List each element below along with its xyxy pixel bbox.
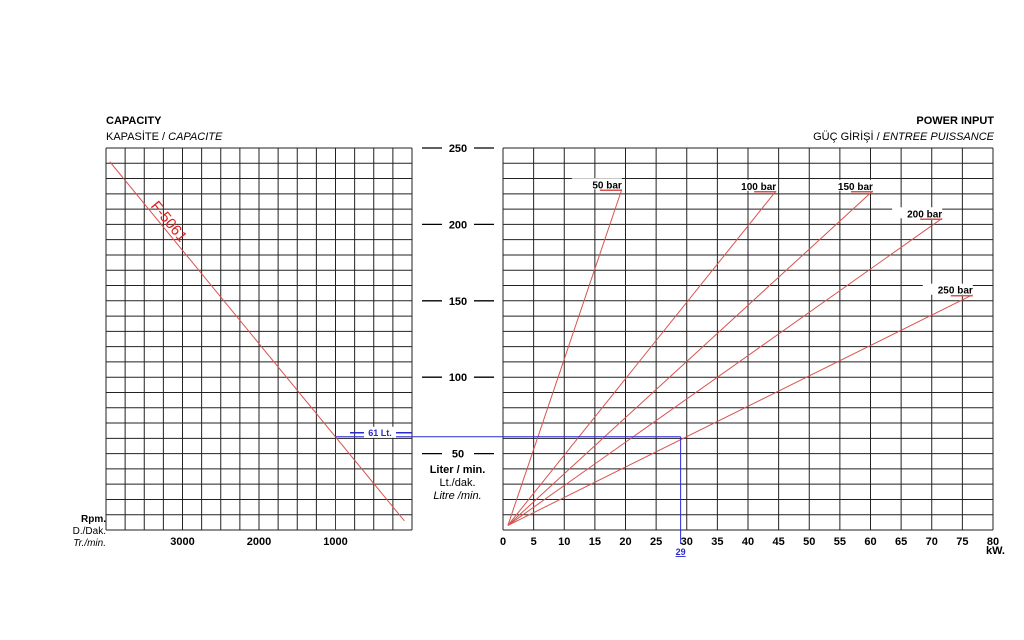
series-label-100-bar: 100 bar [741,182,776,193]
capacity-series-line [109,161,405,522]
capacity-subtitle-tr: KAPASİTE [106,131,159,143]
rpm-tick-label: 2000 [247,536,271,548]
series-label-250-bar: 250 bar [938,286,973,297]
kw-tick-label: 60 [864,536,876,548]
kw-tick-label: 50 [803,536,815,548]
y-tick-label: 50 [452,449,464,461]
rpm-axis-label: Rpm. D./Dak. Tr./min. [73,514,106,550]
y-tick-label: 250 [449,143,467,155]
power-subtitle-fr: ENTREE PUISSANCE [882,131,994,143]
power-subtitle-tr: GÜÇ GİRİŞİ [813,131,874,143]
series-label-50-bar: 50 bar [592,180,622,191]
power-series-line [507,294,974,526]
kw-axis-label: kW. [986,545,1005,557]
capacity-title: CAPACITY [106,115,162,127]
kw-tick-label: 65 [895,536,907,548]
kw-tick-label: 55 [834,536,846,548]
flow-value-label: 61 Lt. [368,428,392,438]
capacity-subtitle-fr: CAPACITE [168,131,223,143]
series-label-bg [822,179,873,191]
flow-label-fr: Litre /min. [433,490,482,502]
kw-tick-label: 0 [500,536,506,548]
rpm-label-tr: D./Dak. [72,526,106,537]
power-series-line [507,190,874,526]
flow-label: Liter / min. [429,464,486,476]
kw-tick-label: 30 [681,536,693,548]
y-tick-label: 200 [449,219,467,231]
series-label-150-bar: 150 bar [838,182,873,193]
kw-tick-label: 80 [987,536,999,548]
kw-tick-label: 5 [531,536,537,548]
series-label-f5061: F-5061 [147,198,190,246]
y-tick-label: 150 [449,296,467,308]
power-title: POWER INPUT [916,115,994,127]
kw-tick-label: 75 [956,536,968,548]
series-label-bg [726,179,777,191]
flow-label-bg [364,426,396,438]
rpm-tick-label: 3000 [170,536,194,548]
y-tick-label: 100 [449,372,467,384]
power-subtitle: GÜÇ GİRİŞİ / ENTREE PUISSANCE [813,131,994,143]
kw-tick-label: 25 [650,536,662,548]
kw-tick-label: 40 [742,536,754,548]
kw-tick-label: 20 [619,536,631,548]
kw-tick-label: 35 [711,536,723,548]
series-label-200-bar: 200 bar [907,209,942,220]
rpm-tick-label: 1000 [323,536,347,548]
series-label-bg [922,283,973,295]
kw-tick-label: 10 [558,536,570,548]
kw-tick-label: 70 [926,536,938,548]
kw-tick-label: 45 [773,536,785,548]
series-label-bg [892,207,943,219]
power-value-label: 29 [676,547,686,557]
series-label-bg [571,178,622,190]
kw-tick-label: 15 [589,536,601,548]
power-series-line [507,189,623,526]
rpm-label-fr: Tr./min. [73,538,106,549]
flow-label-tr: Lt./dak. [439,477,476,489]
power-series-line [507,190,777,526]
flow-axis-label: Liter / min. Lt./dak. Litre /min. [412,464,503,503]
rpm-label: Rpm. [81,514,106,525]
power-series-line [507,217,943,526]
capacity-subtitle: KAPASİTE / CAPACITE [106,131,223,143]
